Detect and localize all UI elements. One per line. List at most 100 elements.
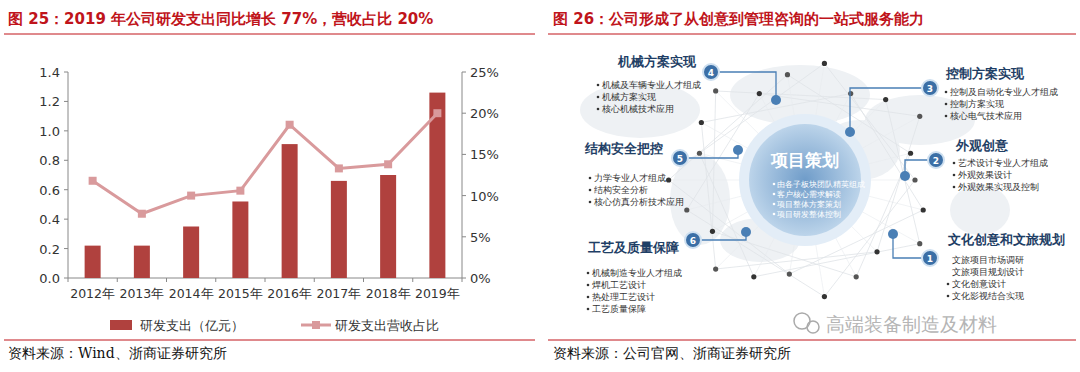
network-line <box>759 94 919 117</box>
marker <box>138 210 146 218</box>
y2-tick-label: 15% <box>470 147 499 162</box>
page: 图 25：2019 年公司研发支出同比增长 77%，营收占比 20%资料来源：W… <box>0 0 1080 372</box>
node-number: 3 <box>927 84 933 94</box>
y-tick-label: 0.6 <box>39 183 60 198</box>
node-item: 文化创意设计 <box>952 279 1006 289</box>
y2-tick-label: 5% <box>470 230 491 245</box>
marker <box>187 192 195 200</box>
source-rule <box>548 340 1076 341</box>
network-dot <box>684 207 689 212</box>
network-dot <box>787 271 792 276</box>
x-tick <box>462 278 463 282</box>
ring-node <box>888 229 898 239</box>
network-dot <box>822 294 827 299</box>
network-line <box>754 244 920 277</box>
bullet <box>587 296 590 299</box>
x-tick-label: 2015年 <box>218 286 263 301</box>
y2-axis <box>462 72 463 278</box>
bullet <box>953 186 956 189</box>
bullet <box>589 189 592 192</box>
network-dot <box>699 120 704 125</box>
legend-swatch <box>312 321 320 329</box>
y2-tick-label: 10% <box>470 189 499 204</box>
y-tick-label: 1.4 <box>39 65 60 80</box>
node-item: 机械及车辆专业人才组成 <box>602 80 701 90</box>
x-tick <box>166 278 167 282</box>
bullet <box>945 115 948 118</box>
y2-tick <box>462 154 466 155</box>
network-line <box>886 100 920 244</box>
marker <box>384 160 392 168</box>
ring-node <box>845 127 855 137</box>
node-item: 外观效果实现及控制 <box>958 182 1039 192</box>
x-tick <box>363 278 364 282</box>
node-number: 6 <box>690 236 696 246</box>
x-tick <box>412 278 413 282</box>
y-axis <box>68 72 69 278</box>
bar <box>134 246 150 278</box>
bullet <box>587 272 590 275</box>
y2-tick <box>462 113 466 114</box>
network-dot <box>921 207 926 212</box>
plot-marks <box>85 93 446 278</box>
y2-tick <box>462 72 466 73</box>
x-tick <box>314 278 315 282</box>
network-dot <box>854 274 859 279</box>
bar <box>232 201 248 278</box>
node-badge <box>685 232 701 248</box>
y-tick <box>64 278 68 279</box>
bullet <box>587 308 590 311</box>
y2-tick <box>462 236 466 237</box>
node-label: 外观创意 <box>955 138 1009 153</box>
y-tick-label: 0.2 <box>39 242 60 257</box>
marker <box>433 109 441 117</box>
source-rule <box>4 340 535 341</box>
node-item: 控制及自动化专业人才组成 <box>950 87 1058 97</box>
node-item: 热处理工艺设计 <box>592 292 655 302</box>
node-item: 核心仿真分析技术应用 <box>593 197 684 207</box>
marker <box>286 121 294 129</box>
node-badge <box>928 152 944 168</box>
bullet <box>597 84 600 87</box>
y2-tick-label: 20% <box>470 106 499 121</box>
x-tick-label: 2014年 <box>169 286 214 301</box>
x-tick <box>68 278 69 282</box>
bullet <box>953 174 956 177</box>
x-tick-label: 2012年 <box>70 286 115 301</box>
connector <box>850 88 930 132</box>
node-item: 艺术设计专业人才组成 <box>958 158 1048 168</box>
bar <box>380 175 396 278</box>
node-item: 结构安全分析 <box>594 185 648 195</box>
ring-node <box>733 145 743 155</box>
diagram-source: 资料来源：公司官网、浙商证券研究所 <box>553 345 791 361</box>
connector <box>711 72 776 100</box>
node-badge <box>672 150 688 166</box>
node-item: 文旅项目市场调研 <box>952 255 1024 265</box>
network-dot <box>757 91 762 96</box>
y-tick <box>64 160 68 161</box>
bullet <box>773 193 776 196</box>
bullet <box>945 91 948 94</box>
network-dot <box>713 88 718 93</box>
bullet <box>947 295 950 298</box>
x-tick <box>265 278 266 282</box>
node-item: 工艺质量保障 <box>592 304 646 314</box>
title-rule <box>548 34 1076 35</box>
x-tick <box>215 278 216 282</box>
watermark: 高端装备制造及材料 <box>826 313 997 335</box>
bullet <box>587 284 590 287</box>
node-badge <box>703 64 719 80</box>
bar <box>85 246 101 278</box>
marker <box>89 177 97 185</box>
network-dot <box>874 249 879 254</box>
node-label: 结构安全把控 <box>584 141 663 156</box>
diagram-title: 图 26：公司形成了从创意到管理咨询的一站式服务能力 <box>553 10 924 28</box>
ring-node <box>741 227 751 237</box>
y-tick <box>64 101 68 102</box>
bullet <box>773 203 776 206</box>
center-item: 项目整体方案策划 <box>777 200 841 209</box>
node-item: 文旅项目规划设计 <box>952 267 1024 277</box>
map-shape <box>580 82 700 138</box>
legend-swatch <box>110 320 132 330</box>
network-line <box>701 94 850 123</box>
